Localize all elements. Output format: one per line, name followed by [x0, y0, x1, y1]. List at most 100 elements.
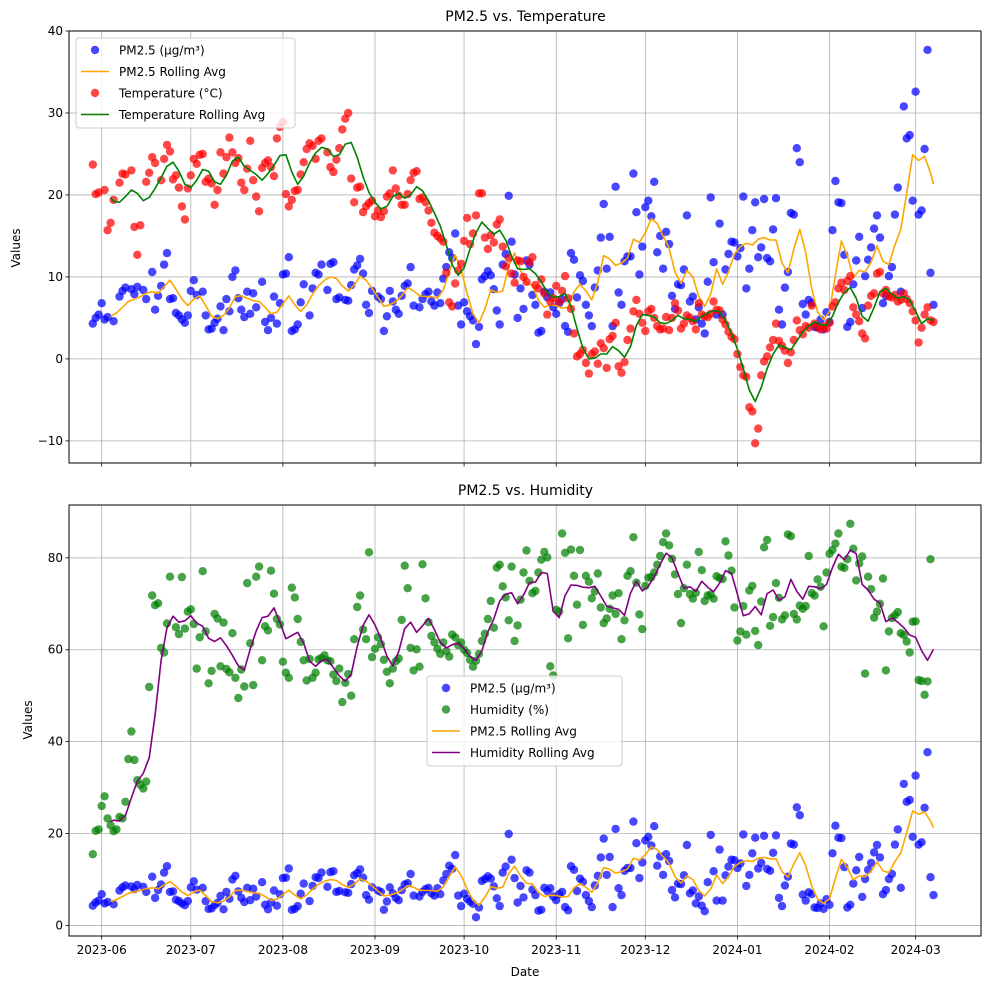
humidity-point	[733, 636, 742, 645]
pm25-point	[881, 885, 891, 895]
top-y-ticks: −10 0 10 20 30 40	[38, 24, 69, 448]
top-plot-area	[88, 45, 938, 448]
humidity-point	[878, 574, 888, 583]
pm25-point	[198, 287, 207, 296]
pm25-point	[718, 896, 727, 905]
humidity-point	[112, 825, 121, 834]
temperature-point	[581, 358, 591, 368]
temperature-point	[127, 166, 136, 175]
pm25-point	[566, 248, 576, 258]
pm25-point	[682, 840, 692, 850]
pm25-point	[860, 271, 870, 281]
temperature-point	[748, 407, 757, 416]
legend-label: PM2.5 (µg/m³)	[470, 682, 556, 696]
pm25-point	[602, 264, 611, 273]
pm25-point	[347, 280, 356, 290]
pm25-point	[837, 833, 846, 843]
pm25-point	[382, 312, 392, 321]
pm25-point	[611, 182, 620, 191]
pm25-point	[376, 887, 386, 897]
pm25-point	[364, 895, 374, 904]
temperature-point	[237, 178, 246, 187]
humidity-point	[311, 668, 320, 677]
pm25-point	[168, 887, 178, 896]
bottom-y-axis-label: Values	[21, 700, 35, 739]
pm25-point	[317, 260, 326, 269]
bottom-axes-frame	[68, 504, 982, 937]
pm25-point	[231, 266, 240, 275]
x-tick-label: 2023-09	[350, 943, 400, 957]
pm25-point	[614, 884, 623, 893]
pm25-point	[739, 192, 748, 201]
humidity-point	[694, 547, 703, 557]
pm25-point	[866, 243, 876, 252]
pm25-point	[780, 283, 790, 292]
temperature-point	[602, 363, 611, 373]
pm25-point	[228, 272, 237, 282]
temperature-point	[792, 316, 801, 325]
pm25-point	[742, 284, 751, 293]
temperature-point	[159, 154, 169, 164]
temperature-point	[757, 371, 766, 380]
humidity-point	[813, 575, 822, 584]
temperature-point	[88, 160, 98, 169]
pm25-point	[617, 890, 626, 900]
humidity-point	[329, 670, 338, 679]
humidity-point	[338, 697, 347, 707]
temperature-point	[216, 148, 225, 157]
temperature-point	[754, 424, 763, 433]
pm25-point	[688, 292, 697, 301]
pm25-point	[899, 102, 908, 111]
pm25-point	[436, 299, 445, 308]
pm25-point	[715, 845, 724, 854]
pm25-scatter	[88, 748, 938, 922]
temperature-point	[272, 134, 282, 143]
temperature-point	[400, 200, 409, 209]
temperature-point	[299, 158, 308, 167]
temperature-point	[180, 215, 190, 224]
legend-label: PM2.5 (µg/m³)	[119, 44, 205, 58]
temperature-point	[367, 196, 377, 205]
humidity-point	[819, 622, 828, 631]
pm25-point	[379, 905, 389, 914]
pm25-point	[150, 305, 160, 314]
temperature-point	[863, 301, 873, 310]
humidity-point	[427, 631, 436, 641]
x-tick-label: 2023-07	[166, 943, 216, 957]
humidity-point	[139, 784, 148, 793]
humidity-point	[269, 589, 279, 598]
pm25-point	[709, 867, 718, 876]
pm25-point	[896, 883, 905, 892]
humidity-point	[486, 596, 495, 606]
humidity-point	[893, 607, 902, 617]
pm25-point	[275, 890, 285, 899]
pm25-point	[495, 320, 504, 329]
humidity-point	[192, 664, 201, 673]
pm25-point	[504, 829, 513, 839]
humidity-point	[204, 679, 213, 688]
pm25-point	[858, 892, 867, 902]
temperature-point	[254, 207, 264, 216]
pm25-point	[525, 868, 534, 877]
temperature-point	[673, 306, 683, 315]
humidity-point	[546, 662, 555, 671]
pm25-point	[314, 270, 323, 279]
humidity-point	[858, 552, 867, 561]
pm25-point	[715, 219, 724, 228]
humidity-point	[121, 797, 130, 806]
pm25-point	[284, 864, 293, 873]
pm25-point	[923, 748, 932, 757]
y-tick-label: 30	[48, 106, 63, 120]
pm25-point	[863, 255, 873, 264]
legend-label: Temperature Rolling Avg	[118, 108, 265, 122]
pm25-point	[828, 849, 837, 858]
humidity-point	[213, 614, 222, 623]
temperature-point	[347, 174, 356, 183]
x-axis-label: Date	[511, 965, 540, 979]
legend-marker	[441, 705, 451, 714]
humidity-point	[145, 682, 154, 692]
humidity-point	[142, 777, 151, 786]
temperature-point	[751, 439, 760, 448]
temperature-point	[911, 316, 920, 325]
pm25-point	[768, 225, 778, 234]
